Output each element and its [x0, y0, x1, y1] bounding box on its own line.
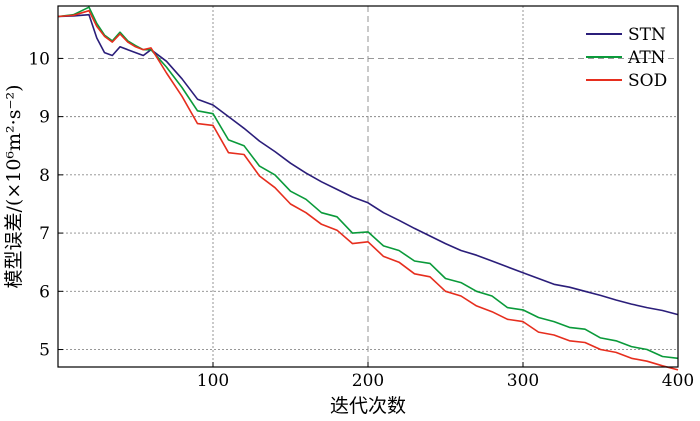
y-tick-label: 9: [39, 108, 50, 128]
x-tick-label: 100: [197, 371, 229, 391]
y-axis-title: 模型误差/(×10⁶m²·s⁻²): [3, 84, 25, 288]
legend: STN ATN SOD: [586, 25, 667, 91]
y-tick-label: 6: [39, 282, 50, 302]
axis-ticks: 100 200 300 400 5 6 7 8 9 10: [28, 49, 694, 391]
x-tick-label: 300: [507, 371, 539, 391]
legend-label-atn: ATN: [627, 48, 666, 68]
y-tick-label: 8: [39, 166, 50, 186]
legend-label-sod: SOD: [628, 71, 667, 91]
y-tick-label: 7: [39, 224, 50, 244]
x-axis-title: 迭代次数: [330, 395, 406, 417]
legend-label-stn: STN: [628, 25, 666, 45]
series-line-sod: [57, 9, 679, 371]
x-tick-label: 400: [662, 371, 694, 391]
y-tick-label: 10: [28, 49, 50, 69]
x-tick-label: 200: [352, 371, 384, 391]
series-line-stn: [57, 13, 679, 316]
series-lines: [57, 6, 679, 371]
series-line-atn: [57, 6, 679, 360]
grid-lines: [58, 6, 678, 367]
y-tick-label: 5: [39, 341, 50, 361]
